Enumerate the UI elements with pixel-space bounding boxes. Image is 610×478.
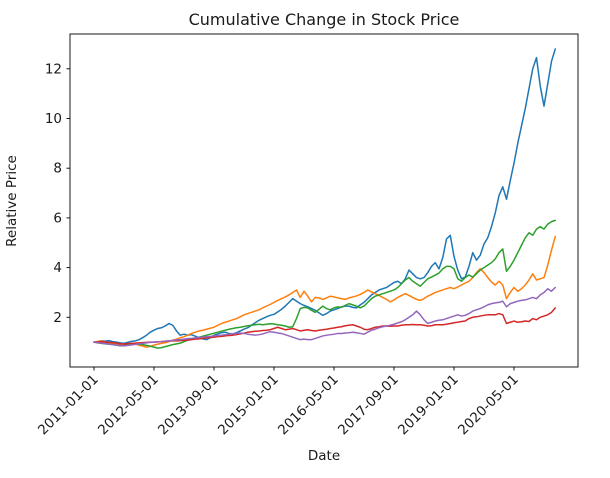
x-axis-label: Date bbox=[307, 448, 341, 464]
series-line-purple bbox=[93, 286, 556, 347]
series-line-red bbox=[93, 307, 556, 345]
y-axis-label: Relative Price bbox=[4, 155, 20, 247]
y-tick-label: 2 bbox=[53, 310, 62, 326]
x-tick-label: 2020-05-01 bbox=[455, 372, 522, 439]
x-tick-label: 2011-01-01 bbox=[35, 372, 102, 439]
series-line-green bbox=[93, 219, 556, 349]
x-tick-label: 2016-05-01 bbox=[275, 372, 342, 439]
y-axis-ticks: 2 4 6 8 10 12 bbox=[45, 61, 70, 326]
chart-title: Cumulative Change in Stock Price bbox=[188, 10, 460, 29]
plot-frame bbox=[69, 33, 579, 368]
x-tick-label: 2012-05-01 bbox=[95, 372, 162, 439]
x-tick-label: 2015-01-01 bbox=[215, 372, 282, 439]
x-tick-label: 2013-09-01 bbox=[155, 372, 222, 439]
y-tick-label: 6 bbox=[53, 210, 62, 226]
series-line-orange bbox=[93, 235, 556, 348]
x-axis-ticks: 2011-01-012012-05-012013-09-012015-01-01… bbox=[35, 367, 522, 438]
y-tick-label: 10 bbox=[45, 111, 62, 127]
y-tick-label: 4 bbox=[53, 260, 62, 276]
y-tick-label: 8 bbox=[53, 161, 62, 177]
series-line-blue bbox=[93, 48, 556, 345]
y-tick-label: 12 bbox=[45, 61, 62, 77]
x-tick-label: 2017-09-01 bbox=[335, 372, 402, 439]
x-tick-label: 2019-01-01 bbox=[395, 372, 462, 439]
